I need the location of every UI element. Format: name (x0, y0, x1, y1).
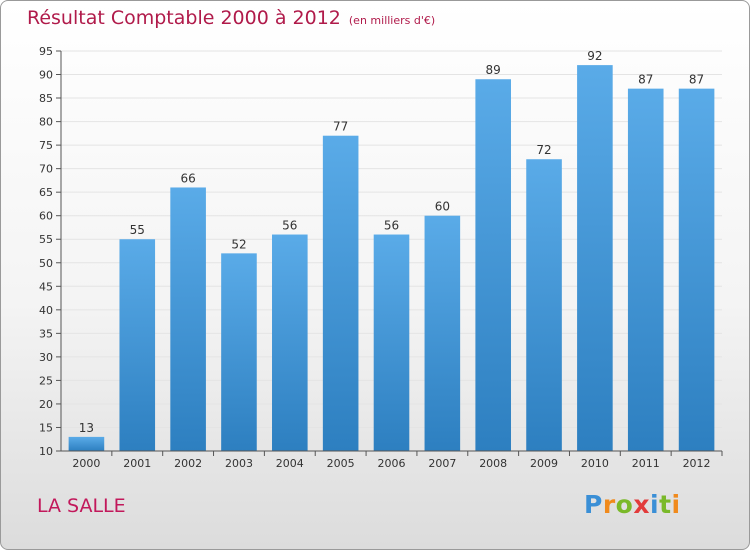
value-label-2010: 92 (587, 49, 602, 63)
x-tick-label-2005: 2005 (327, 457, 355, 470)
x-tick-label-2004: 2004 (276, 457, 304, 470)
chart-subtitle: (en milliers d'€) (348, 14, 436, 27)
y-tick-label: 75 (39, 139, 53, 152)
value-label-2007: 60 (435, 200, 450, 214)
y-tick-label: 20 (39, 398, 53, 411)
x-tick-label-2007: 2007 (428, 457, 456, 470)
chart-title: Résultat Comptable 2000 à 2012 (en millie… (27, 7, 435, 29)
y-tick-label: 65 (39, 186, 53, 199)
bar-2002 (170, 187, 206, 451)
y-tick-label: 80 (39, 116, 53, 129)
bar-2003 (221, 253, 257, 451)
x-tick-label-2001: 2001 (123, 457, 151, 470)
logo-letter: r (602, 490, 616, 519)
y-tick-label: 55 (39, 233, 53, 246)
value-label-2004: 56 (282, 219, 297, 233)
axes: 10 15 20 25 30 35 40 45 50 55 60 65 70 75 80 85 90 95 2000… (39, 45, 723, 470)
logo-letter: x (633, 490, 650, 519)
bar-2012 (678, 88, 715, 451)
commune-name: LA SALLE (37, 495, 126, 517)
x-tick-label-2000: 2000 (72, 457, 100, 470)
bar-2008 (475, 79, 511, 451)
value-label-2008: 89 (486, 63, 501, 77)
y-tick-label: 35 (39, 327, 53, 340)
logo-letter: o (615, 490, 634, 519)
value-label-2011: 87 (638, 73, 653, 87)
x-tick-label-2010: 2010 (581, 457, 609, 470)
x-tick-label-2009: 2009 (530, 457, 558, 470)
value-label-2003: 52 (231, 237, 246, 251)
x-tick-label-2002: 2002 (174, 457, 202, 470)
x-tick-label-2008: 2008 (479, 457, 507, 470)
y-tick-label: 25 (39, 374, 53, 387)
value-label-2009: 72 (536, 143, 551, 157)
logo-letter: i (671, 490, 681, 519)
logo-letter: P (584, 490, 603, 519)
x-tick-label-2003: 2003 (225, 457, 253, 470)
value-label-2000: 13 (79, 421, 94, 435)
bar-2007 (424, 215, 461, 451)
y-tick-label: 70 (39, 163, 53, 176)
y-tick-label: 10 (39, 445, 53, 458)
bar-2011 (627, 88, 664, 451)
proxiti-logo: Proxiti (584, 490, 681, 519)
logo-letter: i (650, 490, 660, 519)
chart-title-text: Résultat Comptable 2000 à 2012 (27, 7, 341, 29)
y-tick-label: 30 (39, 351, 53, 364)
bars: 13 55 66 52 56 77 56 60 89 72 92 87 87 (68, 49, 715, 452)
y-tick-label: 85 (39, 92, 53, 105)
bar-2005 (322, 135, 359, 452)
y-tick-label: 15 (39, 421, 53, 434)
value-label-2012: 87 (689, 73, 704, 87)
y-tick-label: 50 (39, 257, 53, 270)
bar-2006 (373, 234, 410, 451)
value-label-2002: 66 (180, 171, 195, 185)
y-tick-label: 45 (39, 280, 53, 293)
value-label-2005: 77 (333, 120, 348, 134)
bar-2004 (272, 234, 308, 451)
x-tick-label-2006: 2006 (378, 457, 406, 470)
value-label-2006: 56 (384, 219, 399, 233)
y-tick-label: 95 (39, 45, 53, 58)
bar-2000 (68, 436, 105, 451)
x-tick-label-2011: 2011 (632, 457, 660, 470)
y-tick-label: 60 (39, 210, 53, 223)
bar-2010 (577, 65, 613, 451)
value-label-2001: 55 (130, 223, 145, 237)
bar-2001 (119, 239, 156, 451)
y-tick-label: 40 (39, 304, 53, 317)
logo-letter: t (659, 490, 672, 519)
y-tick-label: 90 (39, 69, 53, 82)
x-tick-label-2012: 2012 (683, 457, 711, 470)
bar-2009 (526, 159, 562, 451)
